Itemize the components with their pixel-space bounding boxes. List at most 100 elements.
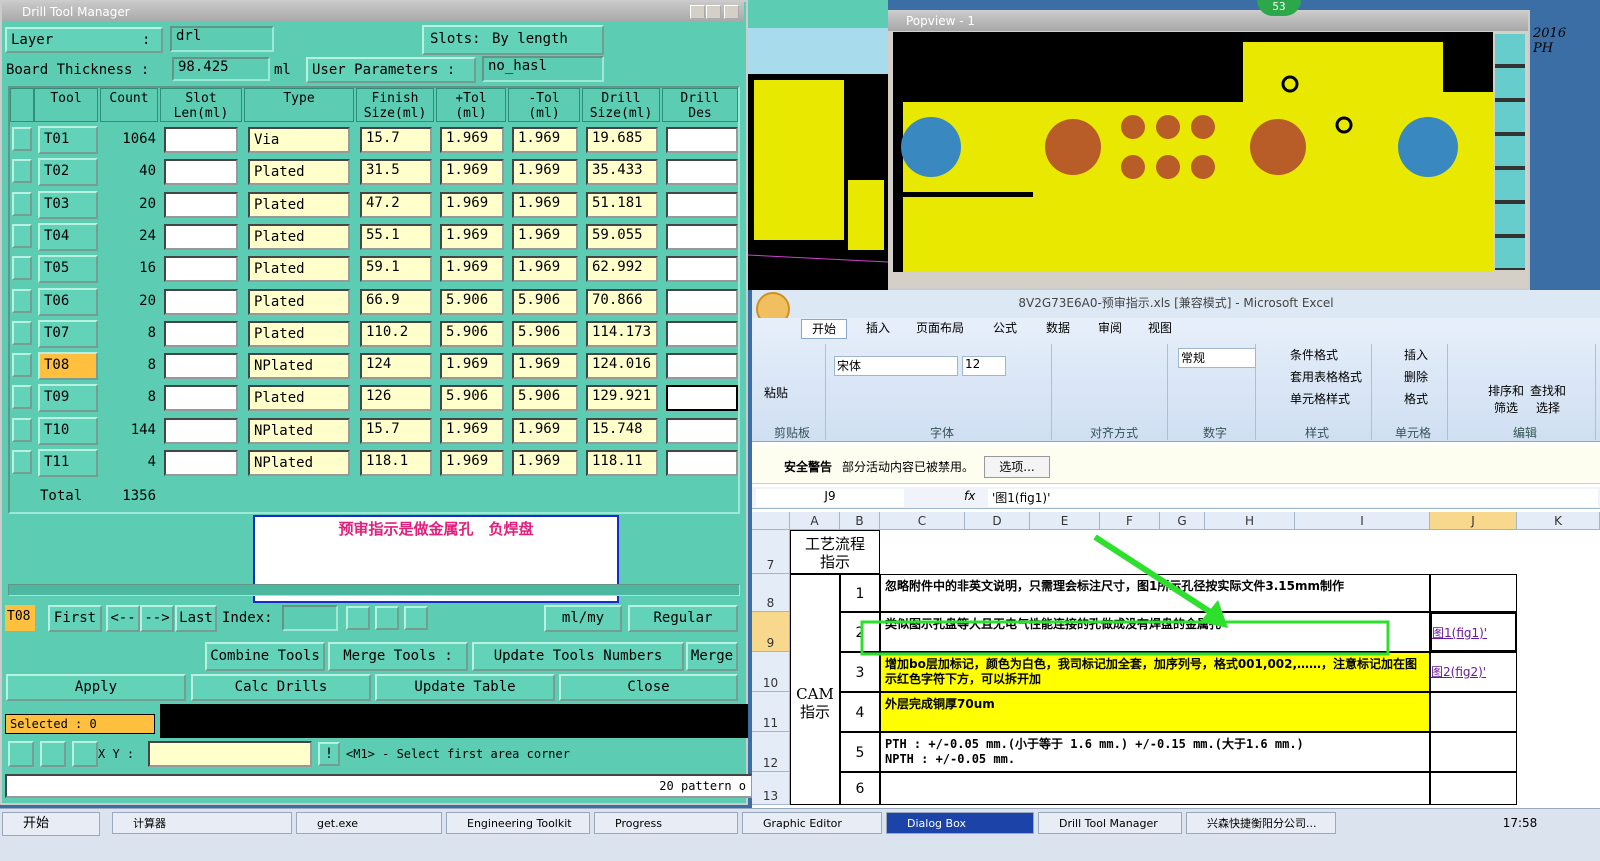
plus_tol-field[interactable]: 1.969 (440, 256, 504, 283)
tool-button[interactable]: T06 (38, 287, 98, 316)
finish-field[interactable]: 124 (360, 353, 432, 380)
finish-field[interactable]: 55.1 (360, 223, 432, 250)
board-thickness-field[interactable]: 98.425 (172, 57, 270, 81)
drill-des-field[interactable] (666, 191, 738, 218)
tool-button[interactable]: T11 (38, 449, 98, 477)
link-cell[interactable]: 图1(fig1)' (1430, 612, 1517, 652)
minus_tol-field[interactable]: 1.969 (512, 353, 578, 380)
finish-field[interactable]: 66.9 (360, 288, 432, 315)
cell-item[interactable]: 删除 (1404, 370, 1429, 384)
expand-button[interactable] (12, 127, 32, 151)
formula-input[interactable]: '图1(fig1)' (988, 489, 1598, 507)
type-select[interactable]: NPlated (248, 450, 350, 476)
layer-field[interactable]: drl (170, 26, 274, 52)
tool-button[interactable]: T01 (38, 126, 98, 154)
expand-button[interactable] (12, 417, 32, 442)
finish-field[interactable]: 118.1 (360, 450, 432, 476)
nav-button[interactable]: --> (140, 605, 174, 632)
nav-button[interactable]: <-- (106, 605, 140, 632)
slot-length-field[interactable] (164, 159, 238, 186)
start-button[interactable]: 开始 (2, 812, 100, 836)
slot-length-field[interactable] (164, 320, 238, 347)
style-item[interactable]: 条件格式 (1290, 348, 1339, 362)
finish-field[interactable]: 110.2 (360, 320, 432, 347)
slot-length-field[interactable] (164, 127, 238, 153)
name-box[interactable]: J9 (756, 489, 904, 507)
slot-length-field[interactable] (164, 353, 238, 380)
plus_tol-field[interactable]: 5.906 (440, 320, 504, 347)
style-item[interactable]: 单元格样式 (1290, 392, 1351, 406)
action-button[interactable]: Calc Drills (191, 674, 371, 701)
tool-action-button[interactable]: Update Tools Numbers (472, 642, 684, 671)
slot-length-field[interactable] (164, 450, 238, 476)
finish-field[interactable]: 31.5 (360, 159, 432, 186)
font-select[interactable]: 宋体 (834, 356, 958, 376)
index-field[interactable] (282, 605, 338, 631)
expand-button[interactable] (12, 191, 32, 216)
finish-field[interactable]: 15.7 (360, 417, 432, 444)
taskbar-item[interactable]: Dialog Box (886, 812, 1034, 834)
nav-button[interactable]: Last (175, 605, 217, 632)
plus_tol-field[interactable]: 5.906 (440, 288, 504, 315)
style-item[interactable]: 套用表格格式 (1290, 370, 1363, 384)
taskbar-item[interactable]: Graphic Editor 9.07b2 (... (742, 812, 882, 834)
ribbon-tab[interactable]: 数据 (1045, 321, 1070, 335)
action-button[interactable]: Update Table (375, 674, 555, 701)
drill-des-field[interactable] (666, 320, 738, 347)
minus_tol-field[interactable]: 5.906 (512, 288, 578, 315)
plus_tol-field[interactable]: 1.969 (440, 417, 504, 444)
minus_tol-field[interactable]: 5.906 (512, 385, 578, 412)
finish-field[interactable]: 126 (360, 385, 432, 412)
tool-button[interactable]: T04 (38, 222, 98, 251)
taskbar-item[interactable]: 计算器 (112, 812, 292, 834)
xy-field[interactable] (148, 741, 312, 767)
user-parameters-field[interactable]: no_hasl (482, 56, 604, 82)
slot-length-field[interactable] (164, 191, 238, 218)
type-select[interactable]: Plated (248, 320, 350, 347)
ribbon-tab[interactable]: 视图 (1147, 321, 1172, 335)
expand-button[interactable] (12, 256, 32, 281)
drill-field[interactable]: 59.055 (586, 223, 658, 250)
finish-field[interactable]: 47.2 (360, 191, 432, 218)
type-select[interactable]: NPlated (248, 417, 350, 444)
number-format[interactable]: 常规 (1178, 348, 1256, 368)
taskbar-item[interactable]: 兴森快捷衡阳分公司... (1186, 812, 1336, 834)
action-button[interactable]: Apply (6, 674, 186, 701)
tool-button[interactable]: T07 (38, 319, 98, 348)
drill-field[interactable]: 62.992 (586, 256, 658, 283)
type-select[interactable]: Plated (248, 256, 350, 283)
expand-button[interactable] (12, 288, 32, 313)
drill-des-field[interactable] (666, 450, 738, 476)
tool-icon[interactable] (40, 741, 66, 767)
ribbon-tab[interactable]: 公式 (992, 321, 1017, 335)
expand-button[interactable] (12, 159, 32, 184)
ribbon-tab[interactable]: 页面布局 (915, 321, 964, 335)
icon-button[interactable] (375, 606, 399, 630)
tool-button[interactable]: T08 (38, 352, 98, 381)
options-button[interactable]: 选项... (984, 456, 1050, 478)
window-control[interactable] (724, 5, 739, 19)
drill-des-field[interactable] (666, 288, 738, 315)
expand-button[interactable] (12, 450, 32, 474)
drill-field[interactable]: 51.181 (586, 191, 658, 218)
layer-button[interactable]: Layer (5, 27, 163, 53)
nav-button[interactable]: First (48, 605, 102, 632)
type-select[interactable]: Plated (248, 385, 350, 412)
tool-button[interactable]: T10 (38, 416, 98, 445)
find-button[interactable]: 查找和 选择 (1529, 384, 1566, 415)
drill-des-field[interactable] (666, 127, 738, 153)
tool-action-button[interactable]: Merge Tools : (328, 642, 468, 671)
type-select[interactable]: NPlated (248, 353, 350, 380)
minus_tol-field[interactable]: 1.969 (512, 223, 578, 250)
plus_tol-field[interactable]: 1.969 (440, 127, 504, 153)
type-select[interactable]: Via (248, 127, 350, 153)
taskbar-item[interactable]: Engineering Toolkit 9.0... (446, 812, 590, 834)
type-select[interactable]: Plated (248, 223, 350, 250)
paste-label[interactable]: 粘贴 (764, 386, 789, 400)
slot-length-field[interactable] (164, 417, 238, 444)
ribbon-tab[interactable]: 开始 (801, 319, 847, 339)
tool-icon[interactable] (72, 741, 98, 767)
slot-length-field[interactable] (164, 385, 238, 412)
drill-field[interactable]: 114.173 (586, 320, 658, 347)
drill-des-field[interactable] (666, 256, 738, 283)
